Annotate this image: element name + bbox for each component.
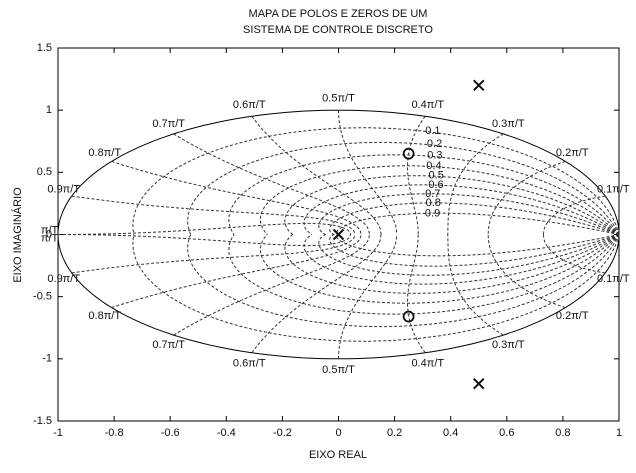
frequency-label: π/T xyxy=(41,232,59,244)
frequency-label: 0.9π/T xyxy=(47,273,80,285)
damping-label: 0.2 xyxy=(427,138,442,150)
damping-curve xyxy=(329,202,620,235)
x-tick-label: 0.2 xyxy=(387,427,402,439)
damping-label: 0.7 xyxy=(425,188,440,200)
damping-label: 0.3 xyxy=(427,150,442,162)
frequency-curve xyxy=(447,234,504,336)
frequency-curve xyxy=(58,234,352,247)
y-tick-label: -0.5 xyxy=(33,291,52,303)
frequency-label: 0.8π/T xyxy=(88,147,121,159)
frequency-curve xyxy=(407,116,426,235)
damping-label: 0.9 xyxy=(425,207,440,219)
damping-curve xyxy=(132,234,620,342)
damping-curve xyxy=(187,234,620,328)
x-tick-label: 0.8 xyxy=(555,427,570,439)
damping-curve xyxy=(303,184,620,235)
frequency-curve xyxy=(542,234,606,274)
frequency-label: 0.5π/T xyxy=(322,93,355,105)
frequency-label: 0.4π/T xyxy=(411,358,444,370)
frequency-curve xyxy=(251,234,382,354)
damping-curve xyxy=(228,154,620,235)
frequency-curve xyxy=(487,160,566,235)
damping-curve xyxy=(228,234,620,315)
frequency-label: 0.2π/T xyxy=(556,147,589,159)
y-tick-label: 0.5 xyxy=(37,166,52,178)
frequency-curve xyxy=(338,110,398,235)
x-tick-label: -1 xyxy=(53,427,63,439)
chart-title: MAPA DE POLOS E ZEROS DE UM xyxy=(249,8,428,20)
y-tick-label: 0 xyxy=(46,228,52,240)
pole-marker xyxy=(473,377,485,390)
damping-curve xyxy=(284,234,620,294)
damping-label: 0.6 xyxy=(428,179,443,191)
damping-curve xyxy=(284,175,620,235)
frequency-curve xyxy=(542,195,606,235)
frequency-curve xyxy=(58,222,352,235)
frequency-curve xyxy=(173,133,371,235)
x-tick-label: -0.2 xyxy=(273,427,292,439)
frequency-curve xyxy=(447,133,504,235)
pole-stroke xyxy=(473,377,485,390)
damping-curve xyxy=(329,234,620,267)
pole-marker xyxy=(473,79,485,92)
chart-subtitle: SISTEMA DE CONTROLE DISCRETO xyxy=(243,24,433,36)
zero-marker xyxy=(402,310,415,323)
frequency-label: 0.6π/T xyxy=(233,358,266,370)
pole-stroke xyxy=(332,228,345,241)
x-tick-label: 0 xyxy=(335,427,341,439)
frequency-label: 0.1π/T xyxy=(597,184,630,196)
damping-curve xyxy=(259,165,620,235)
frequency-label: 0.7π/T xyxy=(152,118,185,130)
frequency-label: 0.3π/T xyxy=(492,339,525,351)
x-tick-label: -0.8 xyxy=(105,427,124,439)
frequency-label: 0.9π/T xyxy=(47,184,80,196)
damping-label: 0.1 xyxy=(425,125,440,137)
damping-curve xyxy=(187,141,620,235)
damping-curve xyxy=(132,127,620,235)
y-axis-label: EIXO IMAGINÁRIO xyxy=(11,187,24,283)
y-tick-label: -1.5 xyxy=(33,415,52,427)
frequency-label: 0.8π/T xyxy=(88,310,121,322)
damping-curve xyxy=(336,212,620,235)
x-tick-label: 0.4 xyxy=(443,427,458,439)
frequency-curve xyxy=(338,234,398,359)
damping-label: 0.4 xyxy=(426,160,441,172)
frequency-curve xyxy=(71,234,356,274)
x-axis-label: EIXO REAL xyxy=(309,449,367,461)
pole-stroke xyxy=(473,79,485,92)
frequency-label: 0.4π/T xyxy=(411,99,444,111)
damping-label: 0.5 xyxy=(429,170,444,182)
frequency-label: 0.3π/T xyxy=(492,118,525,130)
damping-curve xyxy=(303,234,620,285)
frequency-label: 0.7π/T xyxy=(152,339,185,351)
x-tick-label: -0.4 xyxy=(217,427,236,439)
y-tick-label: 1 xyxy=(46,104,52,116)
zero-marker xyxy=(402,147,415,160)
frequency-label: 0.2π/T xyxy=(556,310,589,322)
pole-marker xyxy=(332,228,345,241)
frequency-curve xyxy=(251,115,382,235)
frequency-label: 0.5π/T xyxy=(322,364,355,376)
x-tick-label: 1 xyxy=(616,427,622,439)
frequency-label: 0.1π/T xyxy=(597,273,630,285)
frequency-label: 0.6π/T xyxy=(233,99,266,111)
frequency-label: π/T xyxy=(41,224,59,236)
damping-label: 0.8 xyxy=(426,197,441,209)
damping-curve xyxy=(336,234,620,257)
x-tick-label: 0.6 xyxy=(499,427,514,439)
x-tick-label: -0.6 xyxy=(161,427,180,439)
frequency-curve xyxy=(111,160,362,235)
damping-curve xyxy=(259,234,620,304)
frequency-curve xyxy=(487,234,566,309)
y-tick-label: -1 xyxy=(42,353,52,365)
frequency-curve xyxy=(173,234,371,336)
frequency-curve xyxy=(407,234,426,353)
frequency-curve xyxy=(111,234,362,309)
frequency-curve xyxy=(71,195,356,235)
y-tick-label: 1.5 xyxy=(37,42,52,54)
